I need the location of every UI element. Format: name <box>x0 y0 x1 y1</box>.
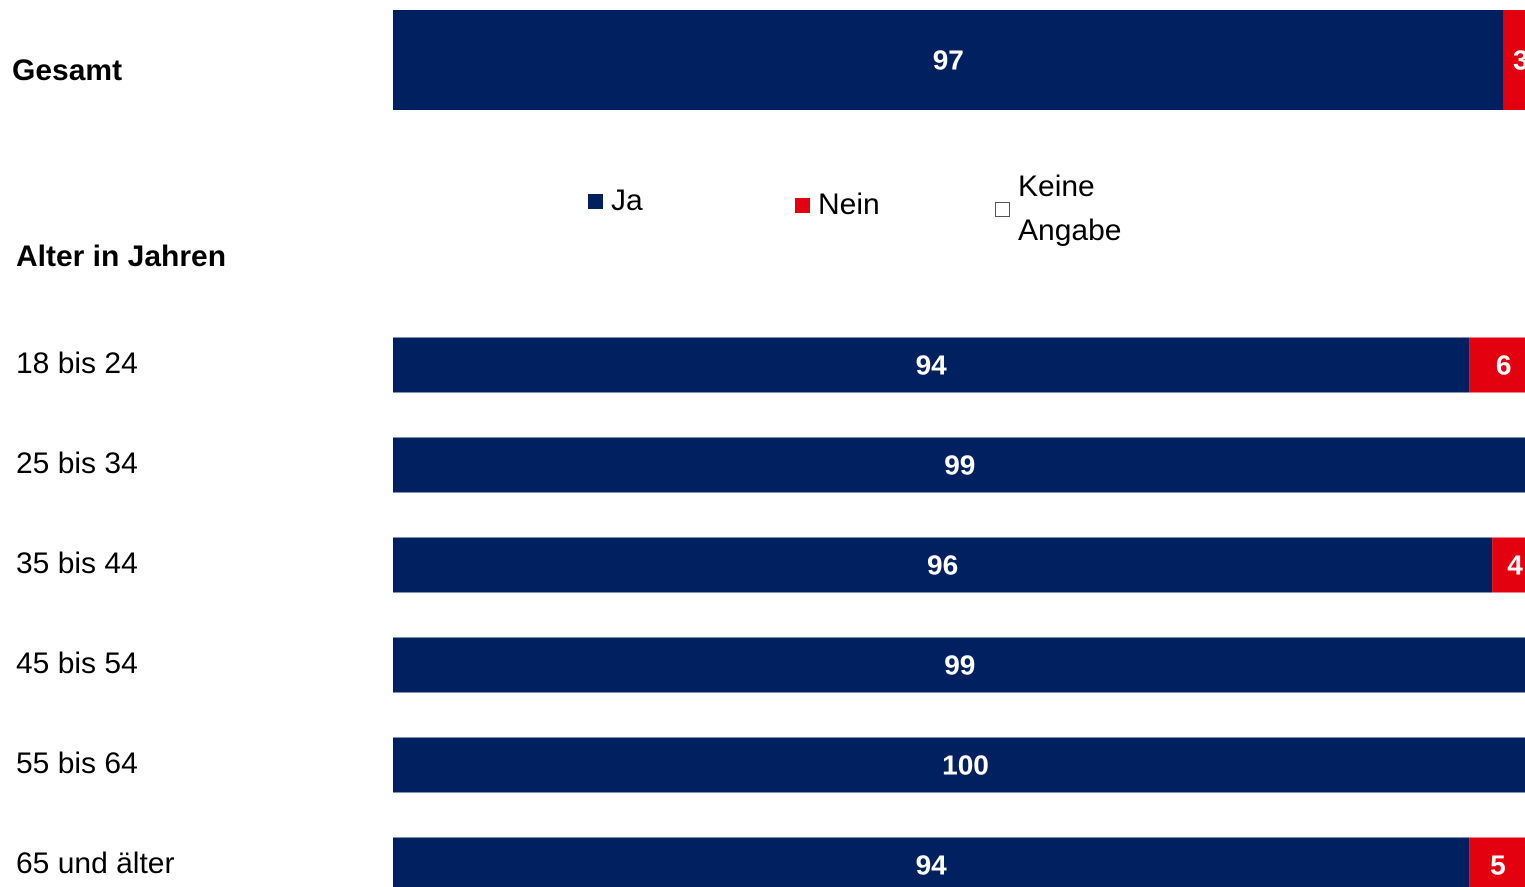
bar-segment <box>393 10 1504 110</box>
category-label: 65 und älter <box>16 847 174 880</box>
bar-segment <box>393 737 1525 793</box>
bar-segment <box>393 337 1470 393</box>
value-label: 100 <box>942 749 989 780</box>
legend-label: Nein <box>818 188 880 221</box>
legend-item: Nein <box>795 183 938 227</box>
legend-item: Ja <box>588 179 731 223</box>
category-label: Gesamt <box>12 54 122 87</box>
value-label: 99 <box>944 649 975 680</box>
value-label: 96 <box>927 549 958 580</box>
bar-segment <box>1503 10 1525 110</box>
value-label: 99 <box>944 449 975 480</box>
value-label: 6 <box>1496 349 1512 380</box>
legend-swatch <box>995 201 1010 217</box>
value-label: 94 <box>916 349 948 380</box>
bar-segment <box>393 837 1470 887</box>
legend-swatch <box>795 197 810 213</box>
category-label: 18 bis 24 <box>16 347 138 380</box>
category-label: 35 bis 44 <box>16 547 138 580</box>
bar-segment <box>393 437 1525 493</box>
category-label: 25 bis 34 <box>16 447 138 480</box>
bar-segment <box>1492 537 1525 593</box>
legend-swatch <box>588 193 603 209</box>
legend-label: Keine Angabe <box>1018 170 1122 247</box>
value-label: 3 <box>1513 44 1525 75</box>
category-label: 55 bis 64 <box>16 747 138 780</box>
category-label: 45 bis 54 <box>16 647 138 680</box>
legend-label: Ja <box>611 184 643 217</box>
value-label: 97 <box>933 44 964 75</box>
bar-segment <box>1469 337 1525 393</box>
bar-segment <box>393 537 1493 593</box>
legend-item: Keine Angabe <box>995 165 1138 253</box>
bar-segment <box>393 637 1525 693</box>
value-label: 94 <box>916 849 948 880</box>
value-label: 5 <box>1490 849 1506 880</box>
bar-segment <box>1469 837 1525 887</box>
group-label: Alter in Jahren <box>16 240 226 273</box>
value-label: 4 <box>1507 549 1523 580</box>
